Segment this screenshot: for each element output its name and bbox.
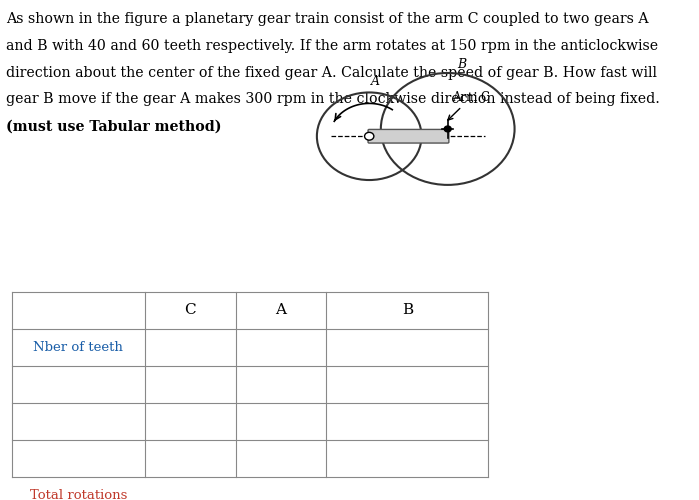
Text: A: A	[370, 74, 380, 88]
Text: direction about the center of the fixed gear A. Calculate the speed of gear B. H: direction about the center of the fixed …	[6, 66, 657, 80]
Text: B: B	[458, 58, 467, 70]
Text: Total rotations: Total rotations	[29, 489, 127, 500]
Text: As shown in the figure a planetary gear train consist of the arm C coupled to tw: As shown in the figure a planetary gear …	[6, 12, 649, 26]
Circle shape	[445, 126, 451, 132]
Text: and B with 40 and 60 teeth respectively. If the arm rotates at 150 rpm in the an: and B with 40 and 60 teeth respectively.…	[6, 39, 658, 53]
Circle shape	[365, 132, 374, 140]
Text: B: B	[402, 304, 413, 318]
Text: Nber of teeth: Nber of teeth	[34, 341, 123, 354]
FancyBboxPatch shape	[368, 130, 449, 143]
Text: Arm C: Arm C	[448, 90, 491, 120]
Text: gear B move if the gear A makes 300 rpm in the clockwise direction instead of be: gear B move if the gear A makes 300 rpm …	[6, 92, 660, 106]
Text: (must use Tabular method): (must use Tabular method)	[6, 119, 222, 133]
Text: C: C	[185, 304, 196, 318]
Text: A: A	[275, 304, 287, 318]
